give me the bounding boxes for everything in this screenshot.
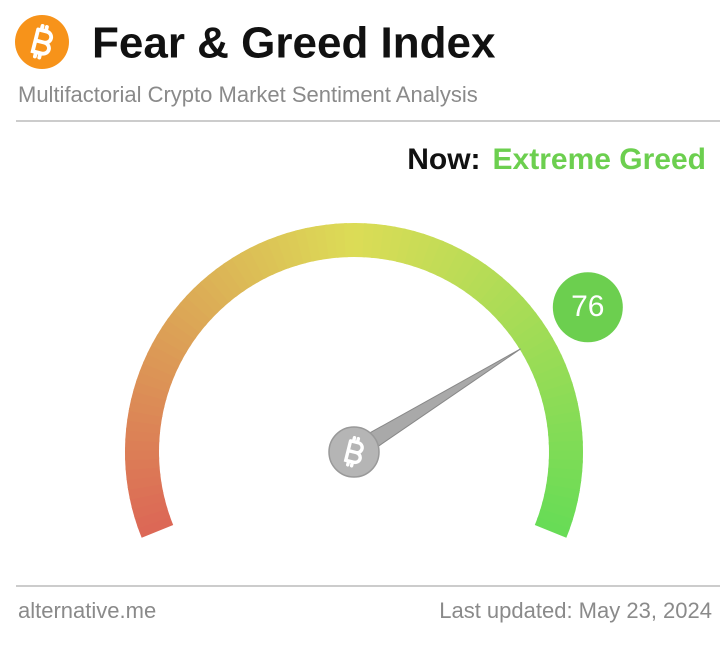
subtitle: Multifactorial Crypto Market Sentiment A… [18,82,478,107]
updated: Last updated: May 23, 2024 [439,598,712,623]
source: alternative.me [18,598,156,623]
title: Fear & Greed Index [92,19,496,68]
gauge-arc-segment [551,523,554,532]
now-label: Now: [407,143,480,176]
classification: Extreme Greed [493,143,706,176]
value-label: 76 [571,290,604,323]
gauge: 76 [142,240,623,531]
